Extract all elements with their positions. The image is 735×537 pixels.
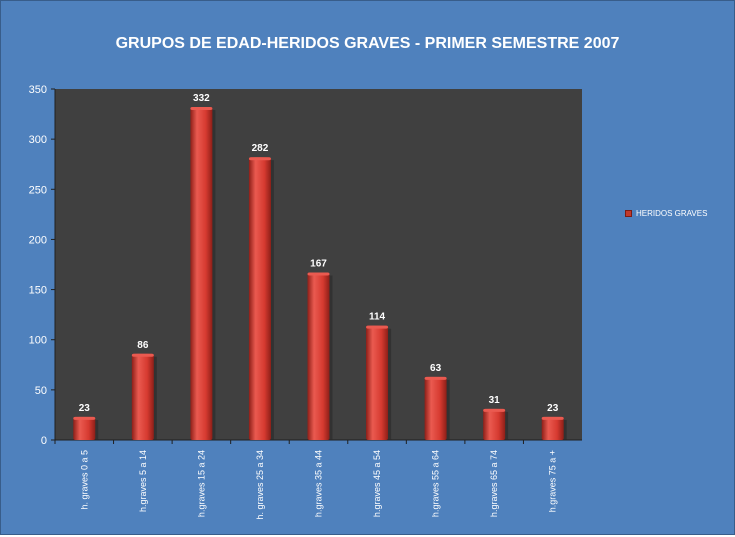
x-tick-label: h.graves 55 a 64 <box>431 450 441 517</box>
bar <box>190 107 213 441</box>
data-label: 114 <box>369 312 386 323</box>
data-label: 23 <box>547 403 559 414</box>
data-label: 332 <box>193 93 210 104</box>
legend-swatch <box>625 210 632 217</box>
bar <box>248 157 271 441</box>
y-tick-label: 300 <box>29 134 47 146</box>
bar <box>73 416 96 440</box>
bar <box>541 416 564 440</box>
y-tick-label: 150 <box>29 285 47 297</box>
bar-top <box>424 376 447 380</box>
x-tick-label: h.graves 5 a 14 <box>138 450 148 512</box>
y-tick-label: 100 <box>29 335 47 347</box>
bar <box>424 376 447 440</box>
x-tick-label: h.graves 35 a 44 <box>314 450 324 517</box>
bar-top <box>483 408 506 412</box>
bar <box>483 408 506 440</box>
legend: HERIDOS GRAVES <box>625 209 707 218</box>
data-label: 31 <box>489 395 501 406</box>
y-tick-label: 200 <box>29 234 47 246</box>
y-tick-label: 350 <box>29 84 47 96</box>
y-tick-label: 250 <box>29 184 47 196</box>
data-label: 167 <box>310 259 327 270</box>
bar-top <box>248 157 271 161</box>
bar-top <box>131 353 154 357</box>
data-label: 282 <box>252 143 269 154</box>
x-tick-label: h.graves 75 a + <box>548 450 558 512</box>
y-tick-label: 50 <box>35 385 47 397</box>
bar-top <box>541 416 564 420</box>
x-tick-label: h.graves 65 a 74 <box>489 450 499 517</box>
bar-top <box>73 416 96 420</box>
chart-title: GRUPOS DE EDAD-HERIDOS GRAVES - PRIMER S… <box>115 35 620 52</box>
bar <box>131 353 154 440</box>
bar-top <box>366 325 389 329</box>
bar <box>307 272 330 440</box>
x-tick-label: h.graves 15 a 24 <box>196 450 206 517</box>
x-tick-label: h. graves 0 a 5 <box>79 450 89 510</box>
legend-label: HERIDOS GRAVES <box>636 209 708 218</box>
x-tick-label: h.graves 45 a 54 <box>372 450 382 517</box>
data-label: 86 <box>137 340 149 351</box>
data-label: 63 <box>430 363 442 374</box>
y-tick-label: 0 <box>41 435 47 447</box>
bar-top <box>307 272 330 276</box>
data-label: 23 <box>79 403 91 414</box>
bar-top <box>190 107 213 111</box>
x-tick-label: h. graves 25 a 34 <box>255 450 265 520</box>
bar <box>366 325 389 440</box>
